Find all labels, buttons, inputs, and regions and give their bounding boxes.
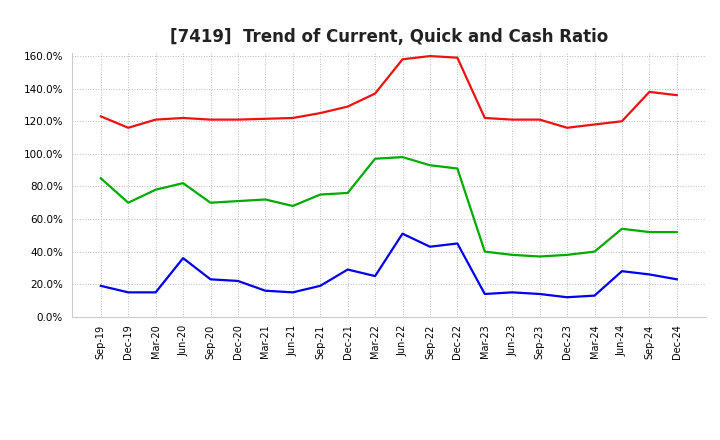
Current Ratio <box>371 91 379 96</box>
Quick Ratio <box>124 200 132 205</box>
Quick Ratio <box>645 229 654 235</box>
Cash Ratio <box>206 277 215 282</box>
Line: Current Ratio: Current Ratio <box>101 56 677 128</box>
Current Ratio <box>536 117 544 122</box>
Current Ratio <box>343 104 352 109</box>
Cash Ratio <box>618 268 626 274</box>
Cash Ratio <box>316 283 325 289</box>
Quick Ratio <box>536 254 544 259</box>
Title: [7419]  Trend of Current, Quick and Cash Ratio: [7419] Trend of Current, Quick and Cash … <box>170 28 608 46</box>
Quick Ratio <box>508 252 516 257</box>
Current Ratio <box>398 57 407 62</box>
Current Ratio <box>289 115 297 121</box>
Current Ratio <box>453 55 462 60</box>
Current Ratio <box>179 115 187 121</box>
Cash Ratio <box>508 290 516 295</box>
Current Ratio <box>590 122 599 127</box>
Cash Ratio <box>261 288 270 293</box>
Quick Ratio <box>590 249 599 254</box>
Quick Ratio <box>316 192 325 197</box>
Quick Ratio <box>179 180 187 186</box>
Cash Ratio <box>590 293 599 298</box>
Cash Ratio <box>453 241 462 246</box>
Current Ratio <box>618 119 626 124</box>
Quick Ratio <box>289 203 297 209</box>
Current Ratio <box>316 110 325 116</box>
Quick Ratio <box>453 166 462 171</box>
Cash Ratio <box>343 267 352 272</box>
Quick Ratio <box>618 226 626 231</box>
Quick Ratio <box>480 249 489 254</box>
Quick Ratio <box>261 197 270 202</box>
Cash Ratio <box>645 272 654 277</box>
Quick Ratio <box>96 176 105 181</box>
Quick Ratio <box>563 252 572 257</box>
Quick Ratio <box>426 163 434 168</box>
Current Ratio <box>480 115 489 121</box>
Cash Ratio <box>426 244 434 249</box>
Current Ratio <box>672 92 681 98</box>
Quick Ratio <box>343 191 352 196</box>
Line: Cash Ratio: Cash Ratio <box>101 234 677 297</box>
Current Ratio <box>508 117 516 122</box>
Cash Ratio <box>179 256 187 261</box>
Cash Ratio <box>480 291 489 297</box>
Current Ratio <box>645 89 654 95</box>
Current Ratio <box>426 53 434 59</box>
Current Ratio <box>96 114 105 119</box>
Cash Ratio <box>563 295 572 300</box>
Quick Ratio <box>233 198 242 204</box>
Cash Ratio <box>398 231 407 236</box>
Current Ratio <box>563 125 572 130</box>
Current Ratio <box>261 116 270 121</box>
Cash Ratio <box>96 283 105 289</box>
Quick Ratio <box>151 187 160 192</box>
Current Ratio <box>124 125 132 130</box>
Cash Ratio <box>672 277 681 282</box>
Quick Ratio <box>398 154 407 160</box>
Cash Ratio <box>371 273 379 279</box>
Current Ratio <box>151 117 160 122</box>
Current Ratio <box>206 117 215 122</box>
Current Ratio <box>233 117 242 122</box>
Cash Ratio <box>233 279 242 284</box>
Line: Quick Ratio: Quick Ratio <box>101 157 677 257</box>
Cash Ratio <box>151 290 160 295</box>
Quick Ratio <box>206 200 215 205</box>
Quick Ratio <box>672 229 681 235</box>
Cash Ratio <box>536 291 544 297</box>
Quick Ratio <box>371 156 379 161</box>
Cash Ratio <box>289 290 297 295</box>
Cash Ratio <box>124 290 132 295</box>
